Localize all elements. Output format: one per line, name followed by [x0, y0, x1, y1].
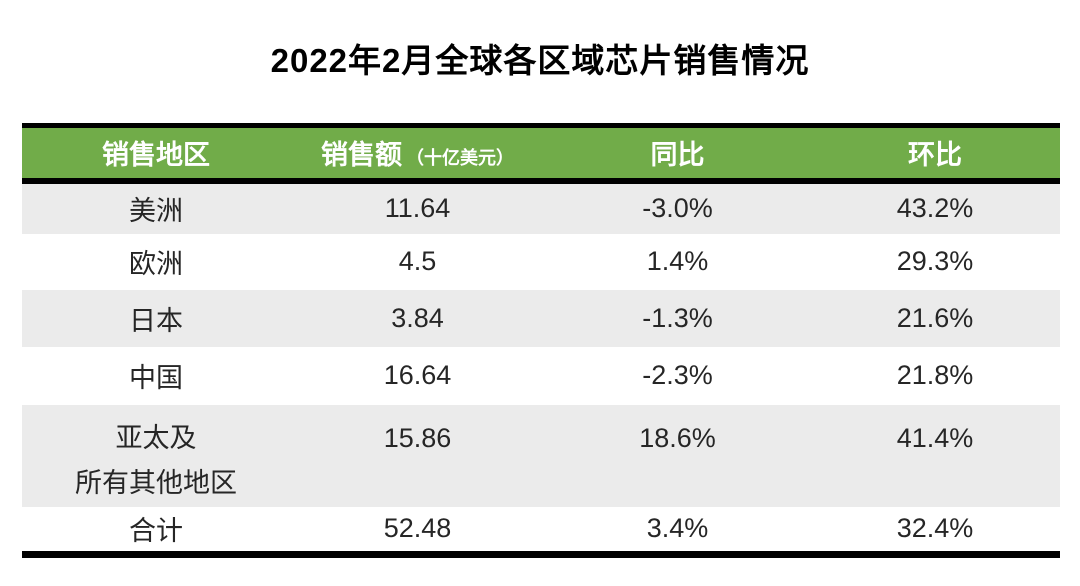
- header-region: 销售地区: [22, 126, 290, 181]
- header-sales-label: 销售额: [321, 140, 402, 171]
- cell-yoy: -3.0%: [642, 193, 713, 223]
- table-row: 亚太及 所有其他地区 15.86 18.6% 41.4%: [22, 404, 1060, 507]
- table-row: 日本 3.84 -1.3% 21.6%: [22, 289, 1060, 347]
- header-yoy-label: 同比: [650, 140, 705, 171]
- page-title: 2022年2月全球各区域芯片销售情况: [270, 42, 810, 79]
- cell-region-line2: 所有其他地区: [75, 467, 237, 498]
- cell-yoy: 1.4%: [646, 246, 709, 276]
- cell-mom: 29.3%: [896, 246, 974, 276]
- cell-region: 中国: [129, 363, 183, 393]
- cell-region: 美洲: [129, 196, 183, 226]
- header-yoy: 同比: [545, 126, 810, 181]
- table-row-total: 合计 52.48 3.4% 32.4%: [22, 506, 1060, 555]
- cell-sales: 16.64: [383, 360, 452, 390]
- header-mom: 环比: [810, 126, 1060, 181]
- cell-mom: 43.2%: [896, 193, 974, 223]
- cell-yoy: 3.4%: [646, 513, 709, 544]
- header-sales-unit: （十亿美元）: [406, 148, 514, 169]
- cell-sales: 52.48: [383, 513, 452, 544]
- table-row: 美洲 11.64 -3.0% 43.2%: [22, 180, 1060, 234]
- cell-region: 日本: [129, 305, 183, 336]
- cell-region: 合计: [129, 516, 183, 547]
- cell-region: 欧洲: [129, 249, 183, 279]
- cell-region-line1: 亚太及: [115, 422, 197, 453]
- cell-sales: 15.86: [383, 422, 452, 453]
- cell-mom: 32.4%: [896, 513, 974, 544]
- cell-region: 亚太及 所有其他地区: [22, 405, 290, 507]
- table-row: 中国 16.64 -2.3% 21.8%: [22, 346, 1060, 405]
- sales-table: 销售地区 销售额 （十亿美元） 同比 环比 美洲 11.64 -3.0% 43.2…: [22, 123, 1060, 558]
- table-row: 欧洲 4.5 1.4% 29.3%: [22, 233, 1060, 290]
- cell-yoy: -2.3%: [642, 360, 713, 390]
- cell-yoy: 18.6%: [639, 422, 716, 453]
- header-region-label: 销售地区: [102, 140, 210, 171]
- cell-sales: 3.84: [391, 302, 444, 333]
- cell-mom: 21.8%: [896, 360, 974, 390]
- cell-yoy: -1.3%: [642, 302, 713, 333]
- cell-sales: 11.64: [384, 193, 451, 223]
- cell-mom: 21.6%: [896, 302, 974, 333]
- cell-sales: 4.5: [398, 246, 437, 276]
- header-sales: 销售额 （十亿美元）: [290, 126, 545, 181]
- table-header-row: 销售地区 销售额 （十亿美元） 同比 环比: [22, 125, 1060, 181]
- cell-mom: 41.4%: [896, 422, 974, 453]
- header-mom-label: 环比: [908, 140, 962, 171]
